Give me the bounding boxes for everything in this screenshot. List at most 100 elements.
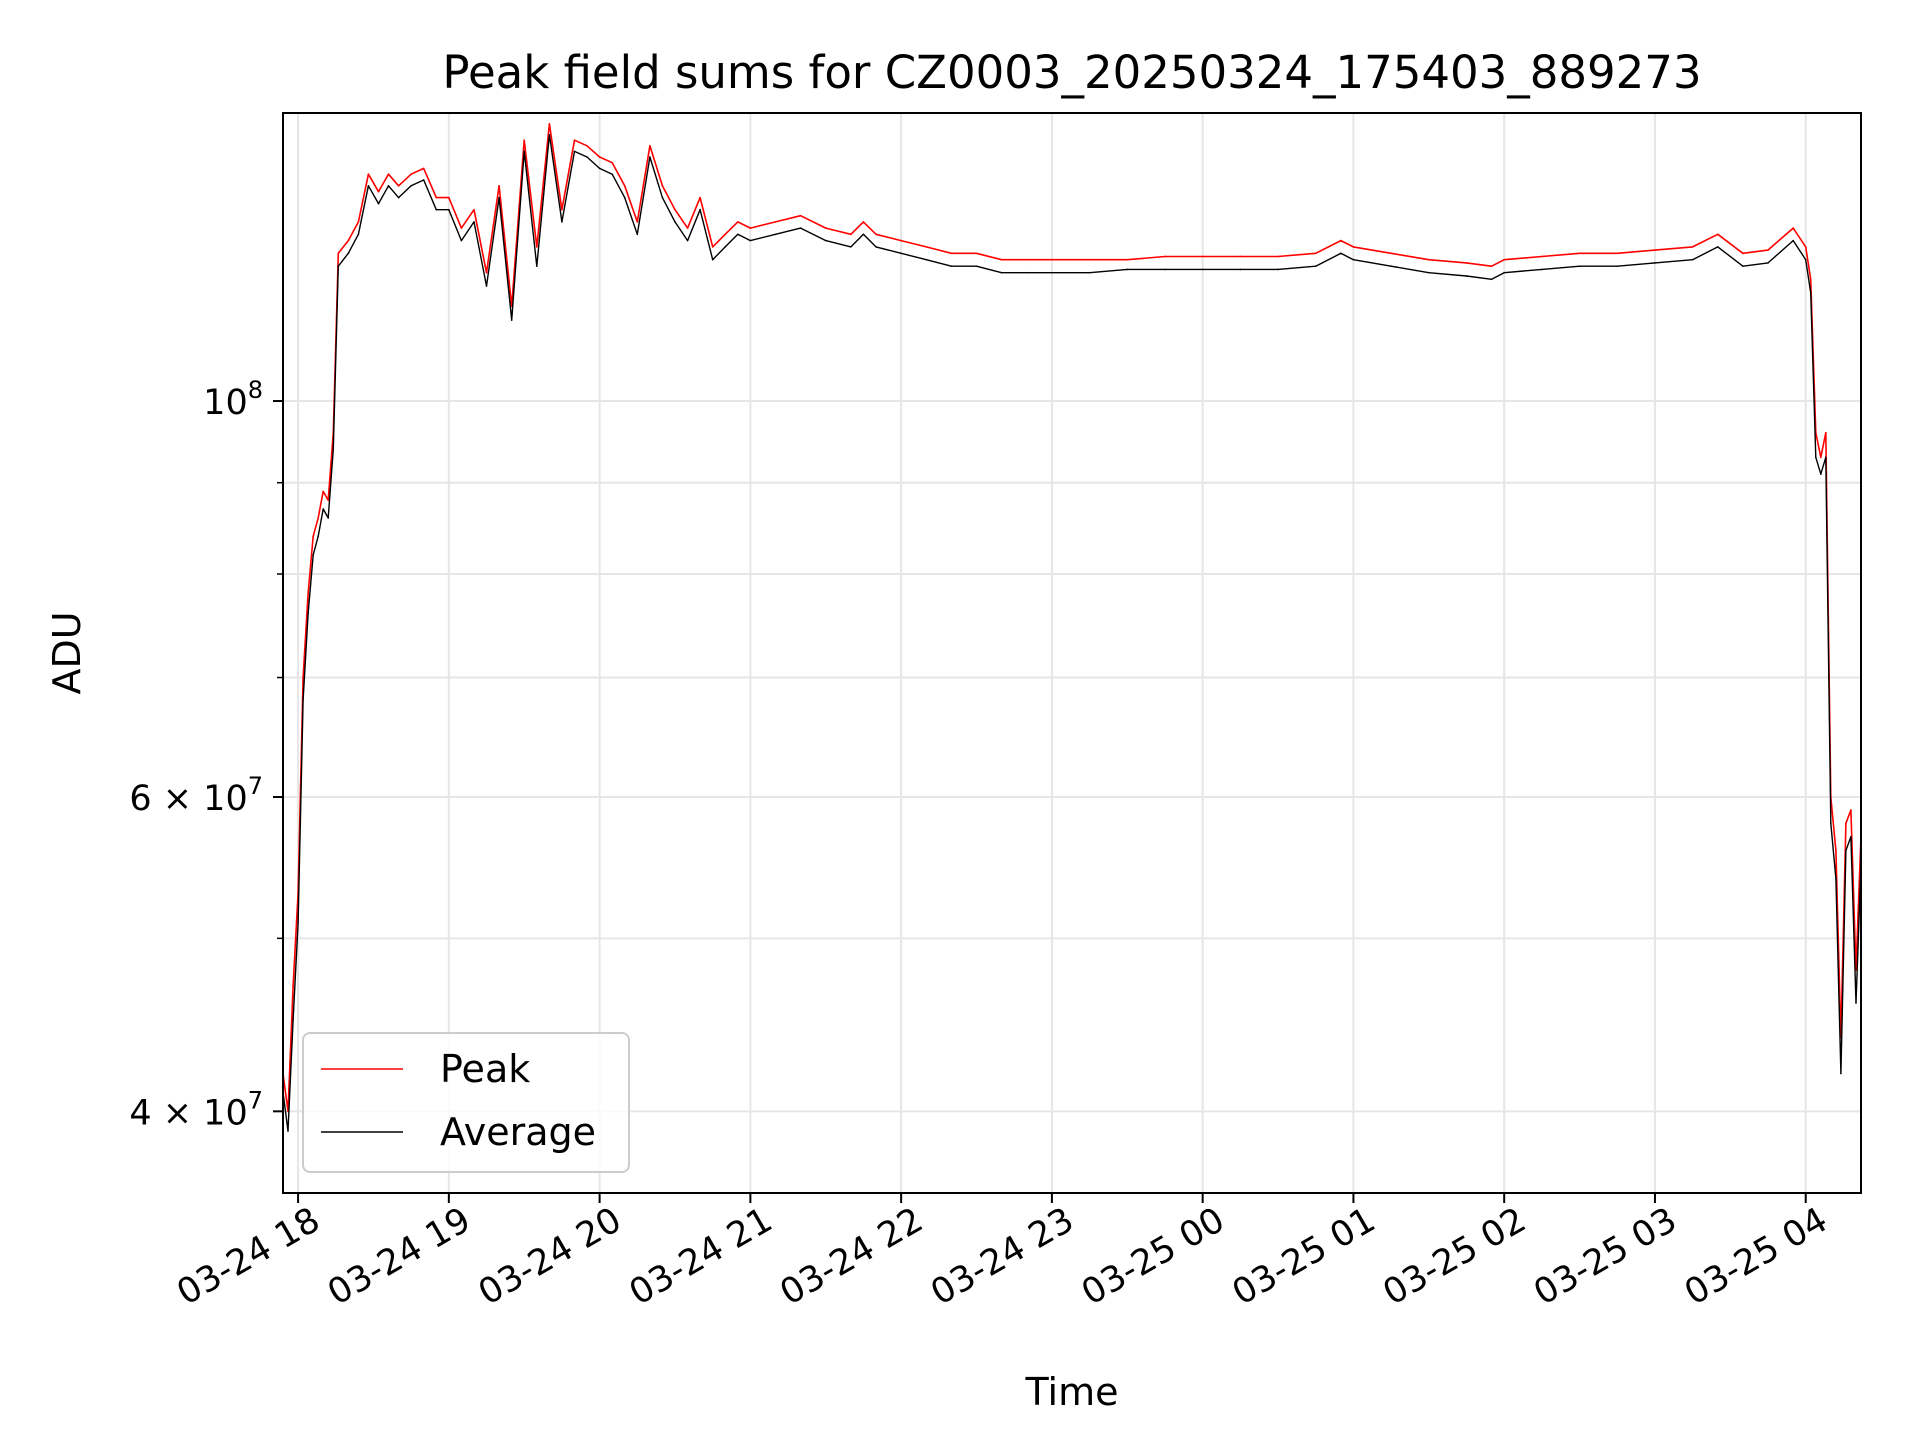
data-point-average <box>307 612 309 615</box>
data-point-average <box>799 227 802 229</box>
data-point-peak <box>1804 246 1807 248</box>
data-point-average <box>661 196 664 199</box>
data-point-average <box>862 233 865 236</box>
data-point-average <box>1654 262 1656 264</box>
legend-label-peak: Peak <box>440 1047 530 1091</box>
data-point-average <box>686 239 689 242</box>
data-point-peak <box>561 208 563 211</box>
data-point-peak <box>862 221 865 223</box>
legend: Peak Average <box>302 1032 630 1173</box>
data-point-peak <box>1691 246 1694 248</box>
data-point-peak <box>410 173 412 175</box>
data-point-peak <box>900 239 902 242</box>
data-point-average <box>1691 258 1694 261</box>
data-point-average <box>1716 246 1719 248</box>
data-point-peak <box>357 221 360 223</box>
data-point-peak <box>799 214 802 217</box>
data-point-peak <box>1051 258 1053 261</box>
data-point-peak <box>686 227 689 229</box>
data-point-peak <box>925 246 928 248</box>
data-point-average <box>586 156 588 158</box>
data-point-peak <box>473 208 475 211</box>
data-point-peak <box>749 227 752 229</box>
data-point-peak <box>347 239 350 242</box>
data-point-average <box>1352 258 1355 261</box>
data-point-average <box>636 233 639 236</box>
data-point-average <box>1845 849 1847 852</box>
data-point-peak <box>1340 239 1342 242</box>
data-point-average <box>623 196 626 199</box>
data-point-average <box>327 517 330 519</box>
legend-label-average: Average <box>440 1110 596 1154</box>
data-point-average <box>573 150 576 153</box>
data-point-average <box>1767 262 1769 264</box>
data-point-peak <box>1835 849 1837 852</box>
data-point-average <box>1804 258 1807 261</box>
data-point-peak <box>1767 249 1769 251</box>
data-point-peak <box>586 144 588 147</box>
data-point-average <box>1830 822 1832 825</box>
data-point-average <box>302 699 304 701</box>
data-point-peak <box>1314 252 1317 255</box>
data-point-peak <box>975 252 978 255</box>
data-point-average <box>1164 268 1166 271</box>
data-point-average <box>1819 473 1822 475</box>
data-point-peak <box>1716 233 1719 236</box>
data-point-peak <box>573 139 576 142</box>
data-point-average <box>1025 271 1028 274</box>
data-point-peak <box>1000 258 1003 261</box>
series-line-peak <box>282 123 1862 1113</box>
data-point-peak <box>1201 255 1204 258</box>
data-point-peak <box>322 490 325 493</box>
data-point-peak <box>1025 258 1028 261</box>
data-point-peak <box>1654 249 1656 251</box>
y-tick-label: 108 <box>203 376 263 423</box>
y-axis: 4 × 107 6 × 107 108 <box>129 376 283 1133</box>
data-point-peak <box>1541 255 1543 258</box>
data-point-average <box>460 239 463 242</box>
series-line-average <box>282 133 1862 1132</box>
data-point-average <box>297 922 299 924</box>
data-point-peak <box>387 173 390 175</box>
data-point-peak <box>435 196 438 199</box>
data-point-average <box>1578 265 1581 267</box>
data-point-average <box>1314 265 1317 267</box>
data-point-average <box>598 167 601 170</box>
data-point-peak <box>1126 258 1129 261</box>
data-point-peak <box>548 122 551 125</box>
data-point-average <box>737 233 739 236</box>
data-point-average <box>1000 271 1003 274</box>
data-point-average <box>824 239 827 242</box>
data-point-peak <box>327 499 330 501</box>
data-point-peak <box>292 985 294 988</box>
data-point-average <box>337 265 340 267</box>
data-point-average <box>611 173 613 175</box>
data-point-peak <box>1825 431 1827 434</box>
data-point-average <box>1616 265 1619 267</box>
data-point-average <box>1825 456 1827 459</box>
data-point-average <box>649 156 651 158</box>
data-point-average <box>312 554 314 556</box>
data-point-average <box>410 185 412 187</box>
data-point-peak <box>774 221 777 223</box>
data-point-peak <box>367 173 370 175</box>
data-point-peak <box>674 208 676 211</box>
data-point-average <box>1465 275 1468 277</box>
data-point-peak <box>1164 255 1166 258</box>
data-point-average <box>875 246 877 248</box>
data-point-peak <box>1390 252 1392 255</box>
data-point-peak <box>649 144 651 147</box>
data-point-peak <box>1277 255 1279 258</box>
data-point-average <box>1792 239 1794 242</box>
data-point-average <box>1201 268 1204 271</box>
data-point-average <box>1850 835 1852 838</box>
data-point-average <box>975 265 978 267</box>
data-point-average <box>485 285 488 287</box>
data-point-peak <box>317 517 319 519</box>
data-point-average <box>561 221 563 223</box>
data-point-average <box>498 196 500 199</box>
data-point-peak <box>1490 265 1493 267</box>
y-tick-label: 6 × 107 <box>129 772 263 819</box>
data-point-peak <box>377 190 380 193</box>
